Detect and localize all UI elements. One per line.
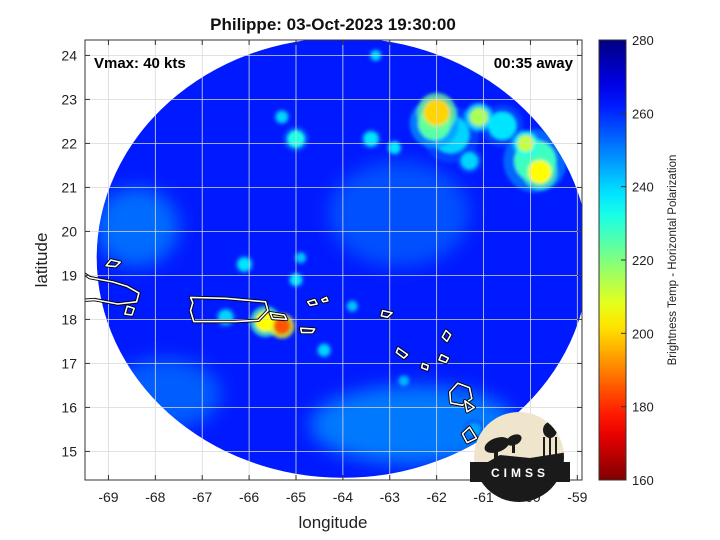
colorbar-tick-label: 280 <box>632 33 654 48</box>
warm-feature <box>461 152 478 170</box>
warm-region <box>96 187 179 267</box>
coast-island <box>461 426 478 444</box>
y-tick-label: 23 <box>61 91 77 107</box>
colorbar-tick-label: 260 <box>632 106 654 121</box>
colorbar-tick-label: 180 <box>632 400 654 415</box>
x-tick-label: -59 <box>567 489 587 505</box>
warm-feature <box>388 142 401 154</box>
y-tick-label: 17 <box>61 355 77 371</box>
warm-feature <box>295 253 306 263</box>
coast-island <box>441 329 452 343</box>
swath-layer <box>96 40 582 478</box>
y-tick-label: 19 <box>61 267 77 283</box>
y-tick-label: 21 <box>61 179 77 195</box>
colorbar-tick-label: 240 <box>632 180 654 195</box>
coast-island <box>124 305 135 316</box>
coast-puerto-rico <box>189 296 269 323</box>
warm-region <box>328 161 470 267</box>
time-away-annotation: 00:35 away <box>494 55 574 72</box>
coast-island <box>105 259 121 268</box>
coast-island <box>380 309 393 319</box>
coast-island <box>420 362 430 371</box>
y-tick-label: 16 <box>61 399 77 415</box>
x-tick-label: -65 <box>286 489 306 505</box>
x-tick-label: -61 <box>473 489 493 505</box>
colorbar-tick-label: 200 <box>632 326 654 341</box>
warm-feature <box>469 107 489 127</box>
colorbar-ticks: 160 180 200 220 240 260 280 <box>621 33 654 488</box>
coast-island <box>299 327 316 334</box>
x-tick-label: -66 <box>239 489 259 505</box>
x-tick-label: -63 <box>380 489 400 505</box>
x-tick-label: -64 <box>333 489 353 505</box>
x-tick-label: -69 <box>98 489 118 505</box>
warm-feature <box>237 257 251 271</box>
warm-feature <box>318 344 330 356</box>
y-axis-label: latitude <box>32 233 51 288</box>
plot-frame <box>84 39 583 481</box>
y-tick-label: 15 <box>61 443 77 459</box>
coast-island <box>448 382 473 407</box>
coast-island <box>320 296 329 303</box>
colorbar-label: Brightness Temp - Horizontal Polarizatio… <box>667 155 679 366</box>
x-tick-label: -62 <box>427 489 447 505</box>
x-axis-label: longitude <box>298 513 367 532</box>
x-tick-label: -68 <box>145 489 165 505</box>
coastlines <box>85 258 493 478</box>
coast-island <box>395 347 409 359</box>
warm-feature <box>467 422 481 436</box>
coast-island <box>269 311 288 321</box>
coast-island <box>306 298 318 307</box>
colorbar-tick-label: 220 <box>632 253 654 268</box>
warm-feature <box>528 160 552 184</box>
y-axis-ticks: 15 16 17 18 19 20 21 22 23 24 <box>61 47 582 459</box>
y-tick-label: 24 <box>61 47 77 63</box>
y-tick-label: 20 <box>61 223 77 239</box>
coast-hispaniola <box>85 273 140 305</box>
warm-feature <box>488 111 517 140</box>
cimss-logo: CIMSS <box>470 412 570 502</box>
warm-feature <box>273 317 291 335</box>
warm-feature <box>347 301 357 311</box>
y-tick-label: 18 <box>61 311 77 327</box>
warm-feature <box>399 376 409 386</box>
coast-island <box>438 353 450 364</box>
y-tick-label: 22 <box>61 135 77 151</box>
chart-title: Philippe: 03-Oct-2023 19:30:00 <box>210 15 456 34</box>
svg-text:CIMSS: CIMSS <box>491 466 549 480</box>
warm-feature <box>276 111 288 123</box>
colorbar-tick-label: 160 <box>632 473 654 488</box>
x-tick-label: -67 <box>192 489 212 505</box>
coast-island <box>463 399 476 413</box>
vmax-annotation: Vmax: 40 kts <box>94 55 186 72</box>
warm-feature <box>363 131 379 147</box>
